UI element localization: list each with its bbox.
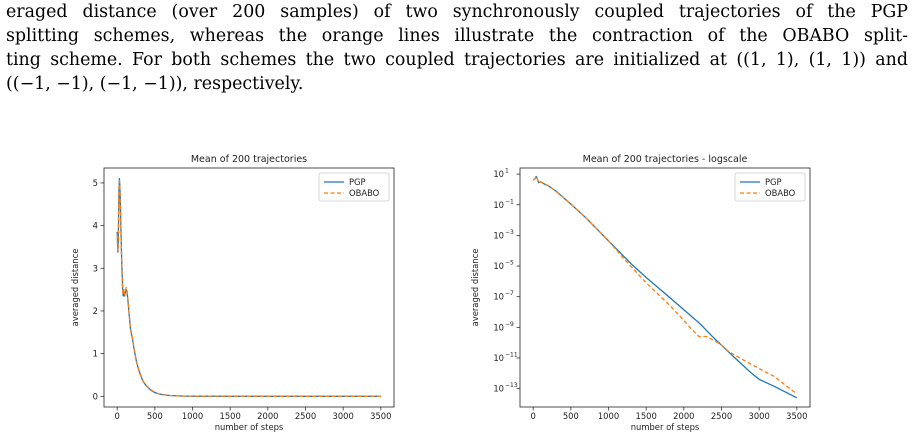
y-tick-label: 10 <box>493 292 504 302</box>
y-tick-exponent: −5 <box>505 260 514 267</box>
x-axis-label: number of steps <box>631 422 700 432</box>
legend-label-obabo: OBABO <box>765 188 796 198</box>
x-tick-label: 2000 <box>257 411 278 421</box>
x-tick-label: 3000 <box>748 411 769 421</box>
x-tick-label: 3500 <box>786 411 807 421</box>
caption-line-2: splitting schemes, whereas the orange li… <box>6 26 908 46</box>
y-tick-label: 2 <box>93 306 98 316</box>
y-tick-label: 5 <box>93 178 98 188</box>
log-scale-chart: Mean of 200 trajectories - logscale 0 500 1… <box>470 154 811 432</box>
legend-label-pgp: PGP <box>349 177 366 187</box>
y-tick-label: 10 <box>493 200 504 210</box>
y-tick-label: 1 <box>93 349 98 359</box>
y-tick-exponent: −1 <box>505 198 514 205</box>
legend-box <box>318 172 390 202</box>
series-line-obabo <box>532 175 798 395</box>
y-tick-exponent: −9 <box>505 321 514 328</box>
legend-box <box>734 172 806 202</box>
y-tick-exponent: −13 <box>505 382 518 389</box>
y-tick-label: 10 <box>493 384 504 394</box>
x-tick-label: 2500 <box>711 411 732 421</box>
x-tick-label: 0 <box>531 411 536 421</box>
x-axis-label: number of steps <box>215 422 284 432</box>
caption-line-3: ting scheme. For both schemes the two co… <box>6 50 908 70</box>
plot-frame <box>519 167 811 408</box>
caption-line-4: ((−1, −1), (−1, −1)), respectively. <box>6 74 304 94</box>
y-tick-label: 4 <box>93 221 98 231</box>
y-axis-label: averaged distance <box>470 249 480 327</box>
x-tick-label: 2500 <box>295 411 316 421</box>
chart-title: Mean of 200 trajectories <box>191 154 307 165</box>
series-line-pgp <box>532 175 798 399</box>
y-tick-exponent: −3 <box>505 229 514 236</box>
series-line-pgp <box>116 178 381 397</box>
chart-title: Mean of 200 trajectories - logscale <box>583 154 748 165</box>
y-tick-label: 10 <box>493 261 504 271</box>
x-tick-label: 500 <box>563 411 579 421</box>
y-tick-label: 3 <box>93 263 98 273</box>
x-tick-label: 1500 <box>220 411 241 421</box>
y-tick-label: 10 <box>493 169 504 179</box>
x-tick-label: 1500 <box>636 411 657 421</box>
y-tick-label: 10 <box>493 353 504 363</box>
y-tick-label: 10 <box>493 322 504 332</box>
series-line-obabo <box>116 180 381 397</box>
y-tick-exponent: −7 <box>505 290 514 297</box>
x-tick-label: 500 <box>147 411 163 421</box>
x-tick-label: 3500 <box>370 411 391 421</box>
linear-scale-chart: Mean of 200 trajectories 0 500 1000 1500 2000… <box>70 154 395 432</box>
y-tick-exponent: −11 <box>505 351 518 358</box>
x-tick-label: 2000 <box>673 411 694 421</box>
y-tick-label: 10 <box>493 230 504 240</box>
legend-label-obabo: OBABO <box>349 188 380 198</box>
y-axis-label: averaged distance <box>70 249 80 327</box>
caption-line-1: eraged distance (over 200 samples) of tw… <box>6 2 908 22</box>
x-tick-label: 1000 <box>182 411 203 421</box>
x-tick-label: 0 <box>115 411 120 421</box>
y-tick-label: 0 <box>93 391 98 401</box>
x-tick-label: 3000 <box>332 411 353 421</box>
y-tick-exponent: 1 <box>505 168 509 175</box>
plot-frame <box>103 167 395 408</box>
x-tick-label: 1000 <box>598 411 619 421</box>
legend-label-pgp: PGP <box>765 177 782 187</box>
